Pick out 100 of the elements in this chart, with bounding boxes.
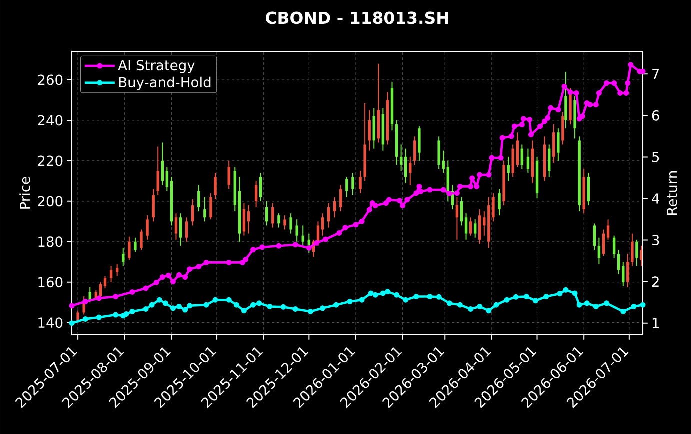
candlestick (526, 148, 530, 174)
point (280, 304, 286, 310)
candlestick (272, 202, 274, 228)
point (403, 297, 409, 303)
candlestick (210, 192, 212, 220)
point (640, 302, 646, 308)
candlestick (166, 166, 169, 192)
candlestick (414, 136, 416, 166)
point (176, 304, 182, 310)
candlestick (598, 237, 601, 265)
candlestick (346, 176, 348, 198)
candlestick (368, 110, 371, 152)
point (82, 316, 88, 322)
point (584, 300, 590, 306)
chart-title: CBOND - 118013.SH (266, 12, 448, 24)
candlestick (204, 196, 206, 222)
y2-tick-label: 2 (652, 276, 659, 287)
candlestick (228, 160, 230, 190)
candlestick (321, 213, 324, 236)
point (187, 303, 193, 309)
candlestick (456, 196, 459, 240)
candlestick (557, 128, 560, 162)
point (457, 302, 463, 308)
point (96, 314, 102, 320)
point (468, 306, 474, 312)
candlestick (640, 245, 643, 267)
point (250, 302, 256, 308)
candlestick (352, 172, 354, 196)
candlestick (606, 219, 610, 240)
point (162, 300, 168, 306)
point (576, 302, 582, 308)
point (477, 304, 483, 310)
point (234, 302, 240, 308)
candlestick (140, 229, 143, 250)
point (226, 297, 232, 303)
candlestick (259, 172, 262, 202)
y-axis-title: Price (20, 177, 30, 209)
candlestick (122, 247, 125, 267)
point (446, 300, 452, 306)
candlestick (464, 213, 468, 240)
candlestick (626, 254, 630, 288)
y2-tick-label: 4 (652, 194, 660, 204)
candlestick (507, 156, 510, 182)
point (593, 304, 599, 310)
candlestick (110, 266, 113, 283)
point (504, 297, 510, 303)
candlestick (247, 204, 250, 234)
candlestick (156, 146, 160, 196)
candlestick (631, 233, 634, 267)
point (334, 302, 340, 308)
point (544, 294, 550, 300)
y2-axis-title: Return (667, 172, 678, 215)
candlestick (520, 144, 524, 170)
candlestick (400, 144, 403, 172)
point (212, 297, 218, 303)
point (620, 308, 626, 314)
candlestick (179, 213, 182, 246)
candlestick (327, 202, 330, 228)
point (563, 287, 569, 293)
candlestick (266, 200, 268, 226)
candlestick (617, 249, 620, 275)
candlestick (242, 202, 246, 236)
point (572, 290, 578, 296)
y-tick-label: 180 (38, 236, 63, 248)
point (320, 306, 326, 312)
point (384, 289, 390, 295)
point (241, 308, 247, 314)
point (347, 299, 353, 305)
point (494, 302, 500, 308)
candlestick (636, 239, 638, 267)
y2-tick-label: 7 (652, 69, 660, 80)
candlestick (602, 229, 606, 257)
point (359, 297, 365, 303)
candlestick (612, 235, 616, 259)
y-tick-label: 140 (38, 318, 63, 328)
point (124, 311, 130, 317)
candlestick (359, 170, 362, 194)
point (182, 307, 188, 313)
legend-label: Buy-and-Hold (119, 76, 211, 90)
point (267, 304, 273, 310)
point (436, 294, 442, 300)
candlestick (128, 236, 131, 261)
point (156, 297, 162, 303)
point (143, 306, 149, 312)
candlestick (302, 225, 304, 246)
candlestick (116, 264, 119, 277)
y-tick-label: 160 (38, 277, 63, 288)
point (120, 313, 126, 319)
candlestick (333, 196, 336, 218)
candlestick (284, 215, 286, 230)
point (308, 308, 314, 314)
y-tick-label: 260 (38, 74, 63, 86)
candlestick (622, 262, 625, 287)
candlestick (134, 237, 137, 253)
point (631, 304, 637, 310)
point (414, 294, 420, 300)
y2-tick-label: 5 (652, 152, 660, 162)
point (604, 300, 610, 306)
point (204, 302, 210, 308)
candlestick (404, 148, 408, 184)
